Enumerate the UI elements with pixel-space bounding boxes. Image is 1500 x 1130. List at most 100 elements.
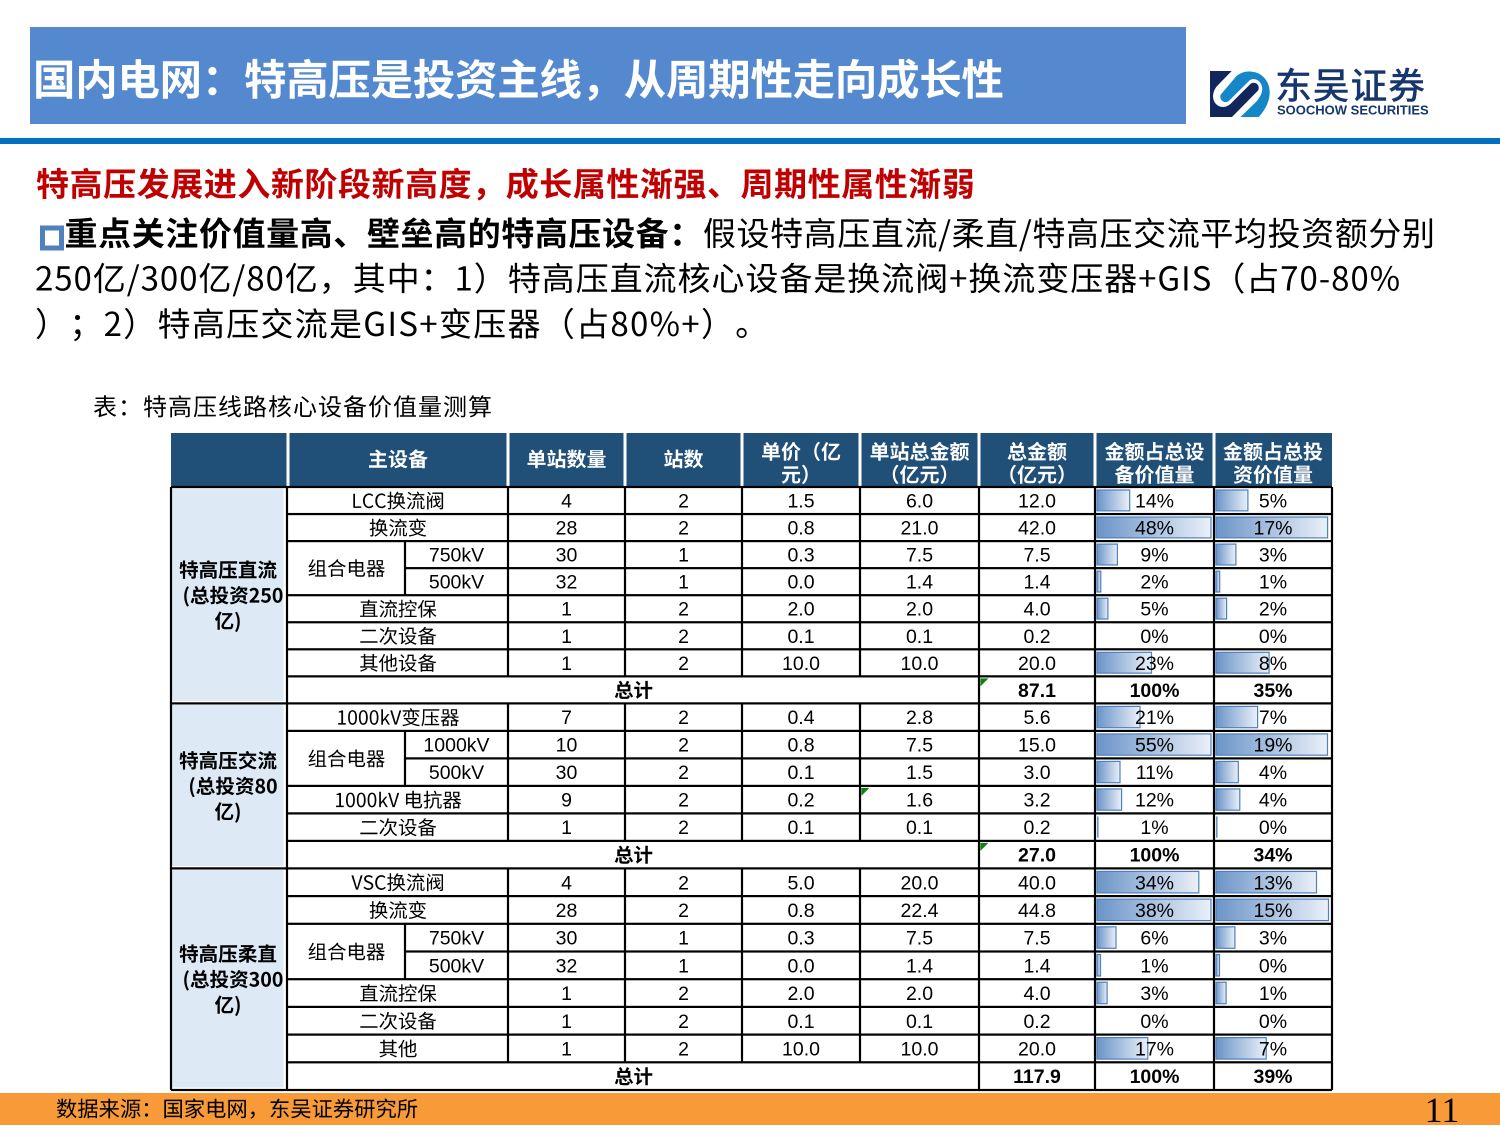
svg-text:1000kV: 1000kV <box>423 735 489 757</box>
svg-text:2.0: 2.0 <box>787 599 814 621</box>
svg-text:2: 2 <box>678 900 689 922</box>
svg-text:2: 2 <box>678 762 689 784</box>
svg-text:17%: 17% <box>1135 1038 1174 1060</box>
svg-text:0.4: 0.4 <box>787 707 814 729</box>
svg-text:1.6: 1.6 <box>906 790 933 812</box>
svg-text:32: 32 <box>556 955 578 977</box>
svg-text:30: 30 <box>556 928 578 950</box>
svg-text:42.0: 42.0 <box>1018 518 1056 540</box>
svg-text:0.1: 0.1 <box>787 626 814 648</box>
svg-text:SOOCHOW SECURITIES: SOOCHOW SECURITIES <box>1277 103 1429 118</box>
svg-text:19%: 19% <box>1253 735 1292 757</box>
svg-text:30: 30 <box>556 545 578 567</box>
svg-text:2: 2 <box>678 1038 689 1060</box>
svg-text:48%: 48% <box>1135 518 1174 540</box>
svg-text:1: 1 <box>561 983 572 1005</box>
svg-text:14%: 14% <box>1135 491 1174 513</box>
svg-text:0.0: 0.0 <box>787 955 814 977</box>
svg-text:0.1: 0.1 <box>787 817 814 839</box>
svg-text:1: 1 <box>678 572 689 594</box>
svg-text:0%: 0% <box>1259 955 1287 977</box>
svg-text:5%: 5% <box>1140 599 1168 621</box>
svg-text:4.0: 4.0 <box>1023 983 1050 1005</box>
svg-text:22.4: 22.4 <box>901 900 939 922</box>
svg-text:0.8: 0.8 <box>787 900 814 922</box>
svg-text:4%: 4% <box>1259 790 1287 812</box>
svg-text:100%: 100% <box>1130 680 1180 702</box>
svg-text:8%: 8% <box>1259 653 1287 675</box>
svg-text:5.0: 5.0 <box>787 872 814 894</box>
svg-text:3%: 3% <box>1259 545 1287 567</box>
svg-text:12%: 12% <box>1135 790 1174 812</box>
svg-text:7.5: 7.5 <box>906 545 933 567</box>
svg-text:2: 2 <box>678 735 689 757</box>
svg-text:13%: 13% <box>1253 872 1292 894</box>
svg-text:5.6: 5.6 <box>1023 707 1050 729</box>
svg-text:1.4: 1.4 <box>906 955 933 977</box>
svg-text:0.1: 0.1 <box>906 817 933 839</box>
svg-text:3.0: 3.0 <box>1023 762 1050 784</box>
svg-text:2: 2 <box>678 707 689 729</box>
svg-text:500kV: 500kV <box>429 955 484 977</box>
svg-text:1: 1 <box>561 599 572 621</box>
svg-text:500kV: 500kV <box>429 572 484 594</box>
svg-text:34%: 34% <box>1253 845 1292 867</box>
svg-text:10: 10 <box>556 735 578 757</box>
svg-text:3%: 3% <box>1259 928 1287 950</box>
svg-text:7%: 7% <box>1259 707 1287 729</box>
svg-text:2: 2 <box>678 626 689 648</box>
svg-text:28: 28 <box>556 518 578 540</box>
svg-text:1.5: 1.5 <box>787 491 814 513</box>
svg-text:1.5: 1.5 <box>906 762 933 784</box>
svg-text:55%: 55% <box>1135 735 1174 757</box>
svg-text:2: 2 <box>678 872 689 894</box>
svg-text:2%: 2% <box>1259 599 1287 621</box>
svg-text:2: 2 <box>678 653 689 675</box>
svg-text:2.0: 2.0 <box>906 599 933 621</box>
svg-text:28: 28 <box>556 900 578 922</box>
svg-text:23%: 23% <box>1135 653 1174 675</box>
svg-text:21%: 21% <box>1135 707 1174 729</box>
svg-text:5%: 5% <box>1259 491 1287 513</box>
svg-text:7.5: 7.5 <box>906 735 933 757</box>
svg-text:44.8: 44.8 <box>1018 900 1056 922</box>
svg-text:34%: 34% <box>1135 872 1174 894</box>
svg-text:11: 11 <box>1425 1090 1460 1125</box>
svg-text:750kV: 750kV <box>429 545 484 567</box>
svg-text:12.0: 12.0 <box>1018 491 1056 513</box>
svg-text:6%: 6% <box>1140 928 1168 950</box>
svg-text:2: 2 <box>678 518 689 540</box>
svg-text:4.0: 4.0 <box>1023 599 1050 621</box>
svg-text:1: 1 <box>561 626 572 648</box>
svg-text:21.0: 21.0 <box>901 518 939 540</box>
svg-text:0.2: 0.2 <box>1023 817 1050 839</box>
svg-text:117.9: 117.9 <box>1013 1066 1061 1088</box>
svg-text:87.1: 87.1 <box>1018 680 1056 702</box>
svg-text:9%: 9% <box>1140 545 1168 567</box>
svg-text:0%: 0% <box>1140 1011 1168 1033</box>
svg-text:4: 4 <box>561 491 572 513</box>
svg-text:2.0: 2.0 <box>906 983 933 1005</box>
svg-text:0.1: 0.1 <box>906 1011 933 1033</box>
svg-text:0.1: 0.1 <box>787 762 814 784</box>
svg-text:1: 1 <box>561 653 572 675</box>
svg-text:15%: 15% <box>1253 900 1292 922</box>
svg-text:4: 4 <box>561 872 572 894</box>
svg-text:100%: 100% <box>1130 845 1180 867</box>
svg-text:0%: 0% <box>1140 626 1168 648</box>
svg-text:750kV: 750kV <box>429 928 484 950</box>
svg-text:1%: 1% <box>1140 955 1168 977</box>
svg-text:1: 1 <box>678 928 689 950</box>
svg-text:15.0: 15.0 <box>1018 735 1056 757</box>
svg-text:1%: 1% <box>1259 983 1287 1005</box>
svg-text:10.0: 10.0 <box>782 1038 820 1060</box>
svg-text:17%: 17% <box>1253 518 1292 540</box>
svg-text:0.8: 0.8 <box>787 735 814 757</box>
svg-text:38%: 38% <box>1135 900 1174 922</box>
svg-text:0.1: 0.1 <box>787 1011 814 1033</box>
svg-text:11%: 11% <box>1136 762 1174 784</box>
svg-text:4%: 4% <box>1259 762 1287 784</box>
svg-text:20.0: 20.0 <box>1018 653 1056 675</box>
svg-text:100%: 100% <box>1130 1066 1180 1088</box>
svg-text:2: 2 <box>678 983 689 1005</box>
